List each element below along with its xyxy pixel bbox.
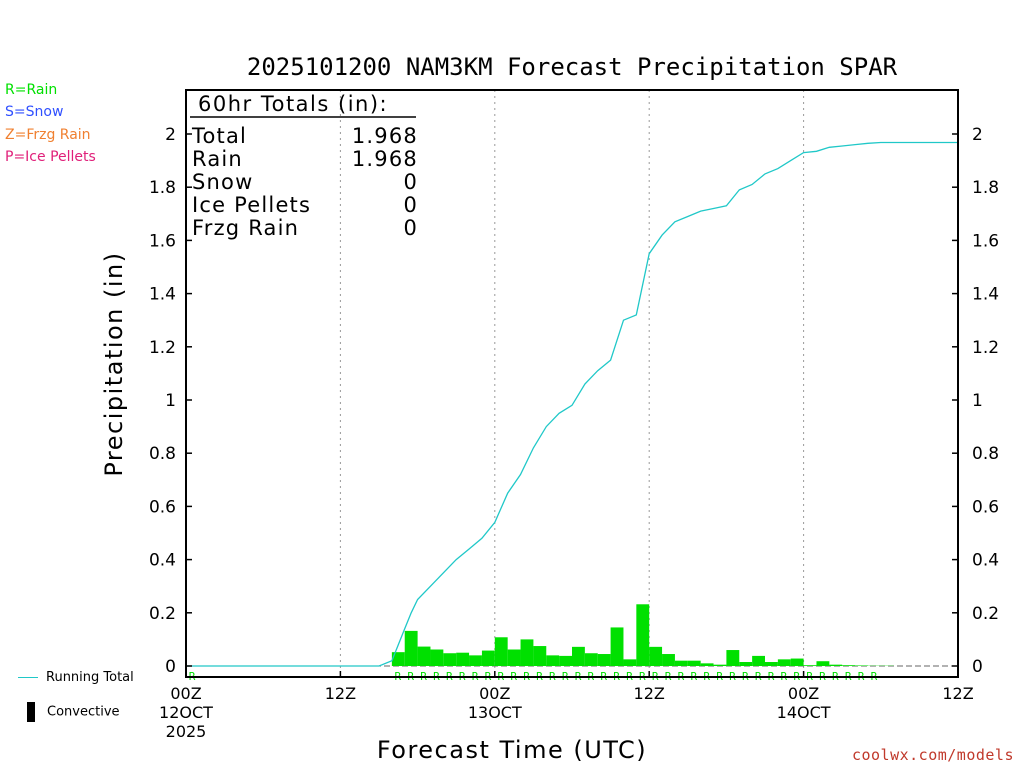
totals-row-label: Total (191, 124, 247, 148)
totals-row-value: 1.968 (352, 124, 418, 148)
y-tick-label-left: 1.6 (149, 231, 176, 251)
precip-bar (829, 664, 843, 666)
x-tick-label: 00Z (479, 684, 510, 703)
y-tick-label-left: 0.4 (149, 551, 176, 571)
precip-bar (559, 655, 572, 666)
x-tick-label: 00Z (170, 684, 201, 703)
x-tick-label: 13OCT (468, 703, 522, 722)
precip-bar (481, 650, 495, 666)
x-tick-label: 00Z (788, 684, 819, 703)
x-tick-label: 12Z (634, 684, 665, 703)
y-axis-label: Precipitation (in) (100, 251, 128, 476)
precip-bar (649, 646, 663, 666)
totals-row-value: 1.968 (352, 147, 418, 171)
precip-bar (842, 665, 856, 666)
precip-bar (790, 658, 804, 666)
precip-bar (469, 655, 482, 666)
plot-frame (185, 89, 959, 678)
y-tick-label-right: 1.8 (972, 178, 999, 198)
legend-ice: P=Ice Pellets (5, 149, 96, 165)
precip-bar (520, 639, 534, 666)
totals-row-value: 0 (403, 170, 418, 194)
legend-running-total-label: Running Total (46, 670, 134, 685)
totals-row-value: 0 (403, 193, 418, 217)
precip-bar (777, 659, 791, 666)
y-tick-label-left: 1 (165, 391, 176, 411)
y-tick-label-left: 0.2 (149, 604, 176, 624)
precip-bar (765, 662, 778, 666)
precip-bar (533, 646, 547, 666)
legend-frzg: Z=Frzg Rain (5, 127, 91, 143)
y-tick-label-right: 0.8 (972, 444, 999, 464)
y-tick-label-left: 1.8 (149, 178, 176, 198)
y-tick-label-right: 1.6 (972, 231, 999, 251)
legend-convective-label: Convective (47, 704, 120, 720)
precip-bar (636, 604, 650, 666)
y-tick-label-right: 0.2 (972, 604, 999, 624)
y-tick-label-right: 2 (972, 125, 983, 145)
precip-bar (572, 646, 585, 666)
precip-bar (430, 649, 444, 666)
y-tick-label-right: 0.4 (972, 551, 999, 571)
legend-convective: Convective (27, 702, 120, 722)
y-tick-label-right: 1.2 (972, 338, 999, 358)
precip-bar (507, 649, 521, 666)
y-tick-label-left: 0.8 (149, 444, 176, 464)
precip-bar (623, 659, 637, 666)
precip-bar (610, 627, 624, 666)
totals-row-label: Snow (192, 170, 253, 194)
y-tick-label-right: 1.4 (972, 285, 999, 305)
running-total-line (186, 141, 958, 667)
precip-bar (597, 654, 611, 666)
x-tick-label: 12OCT (159, 703, 213, 722)
plot-area: R R R R R R R R R R R R R R R R R R R R R R R R R R R R R R R R R R R R R R R0… (149, 89, 999, 741)
precip-bar (713, 664, 727, 666)
precip-bar (739, 662, 753, 666)
legend-snow: S=Snow (5, 104, 64, 120)
precip-bar (662, 654, 675, 666)
precip-bar (726, 650, 740, 666)
precip-bar (752, 655, 765, 666)
y-tick-label-left: 0.6 (149, 497, 176, 517)
precip-bar (417, 646, 431, 666)
legend-rain: R=Rain (5, 82, 58, 98)
x-tick-label: 12Z (942, 684, 973, 703)
totals-row-label: Ice Pellets (192, 193, 311, 217)
y-tick-label-right: 0 (972, 657, 983, 677)
precip-bar (855, 665, 868, 666)
totals-row-label: Rain (192, 147, 243, 171)
y-tick-label-left: 0 (165, 657, 176, 677)
precip-bar (456, 652, 470, 666)
y-tick-label-left: 1.2 (149, 338, 176, 358)
y-tick-label-left: 2 (165, 125, 176, 145)
x-axis-label: Forecast Time (UTC) (377, 736, 647, 764)
convective-swatch (27, 702, 35, 722)
precip-bar (803, 665, 817, 666)
precip-bar (700, 663, 714, 666)
precip-bar (546, 655, 560, 666)
totals-row-value: 0 (403, 216, 418, 240)
precip-bar (687, 660, 701, 666)
precip-bar (391, 652, 405, 666)
precip-bar (674, 660, 688, 666)
precip-bar (404, 630, 418, 666)
x-tick-label: 12Z (325, 684, 356, 703)
y-tick-label-right: 1 (972, 391, 983, 411)
x-tick-label: 2025 (166, 722, 207, 741)
precip-bar (584, 653, 598, 666)
totals-row-label: Frzg Rain (192, 216, 299, 240)
precip-bar (443, 653, 457, 666)
legend-running-total: Running Total (18, 670, 134, 685)
precip-bar (816, 661, 830, 666)
y-tick-label-left: 1.4 (149, 285, 176, 305)
credit-link[interactable]: coolwx.com/models (851, 746, 1014, 764)
x-tick-label: 14OCT (777, 703, 831, 722)
y-tick-label-right: 0.6 (972, 497, 999, 517)
totals-header: 60hr Totals (in): (198, 92, 388, 116)
running-total-swatch (18, 677, 38, 678)
chart-title: 2025101200 NAM3KM Forecast Precipitation… (247, 53, 898, 81)
precip-bar (494, 637, 508, 666)
